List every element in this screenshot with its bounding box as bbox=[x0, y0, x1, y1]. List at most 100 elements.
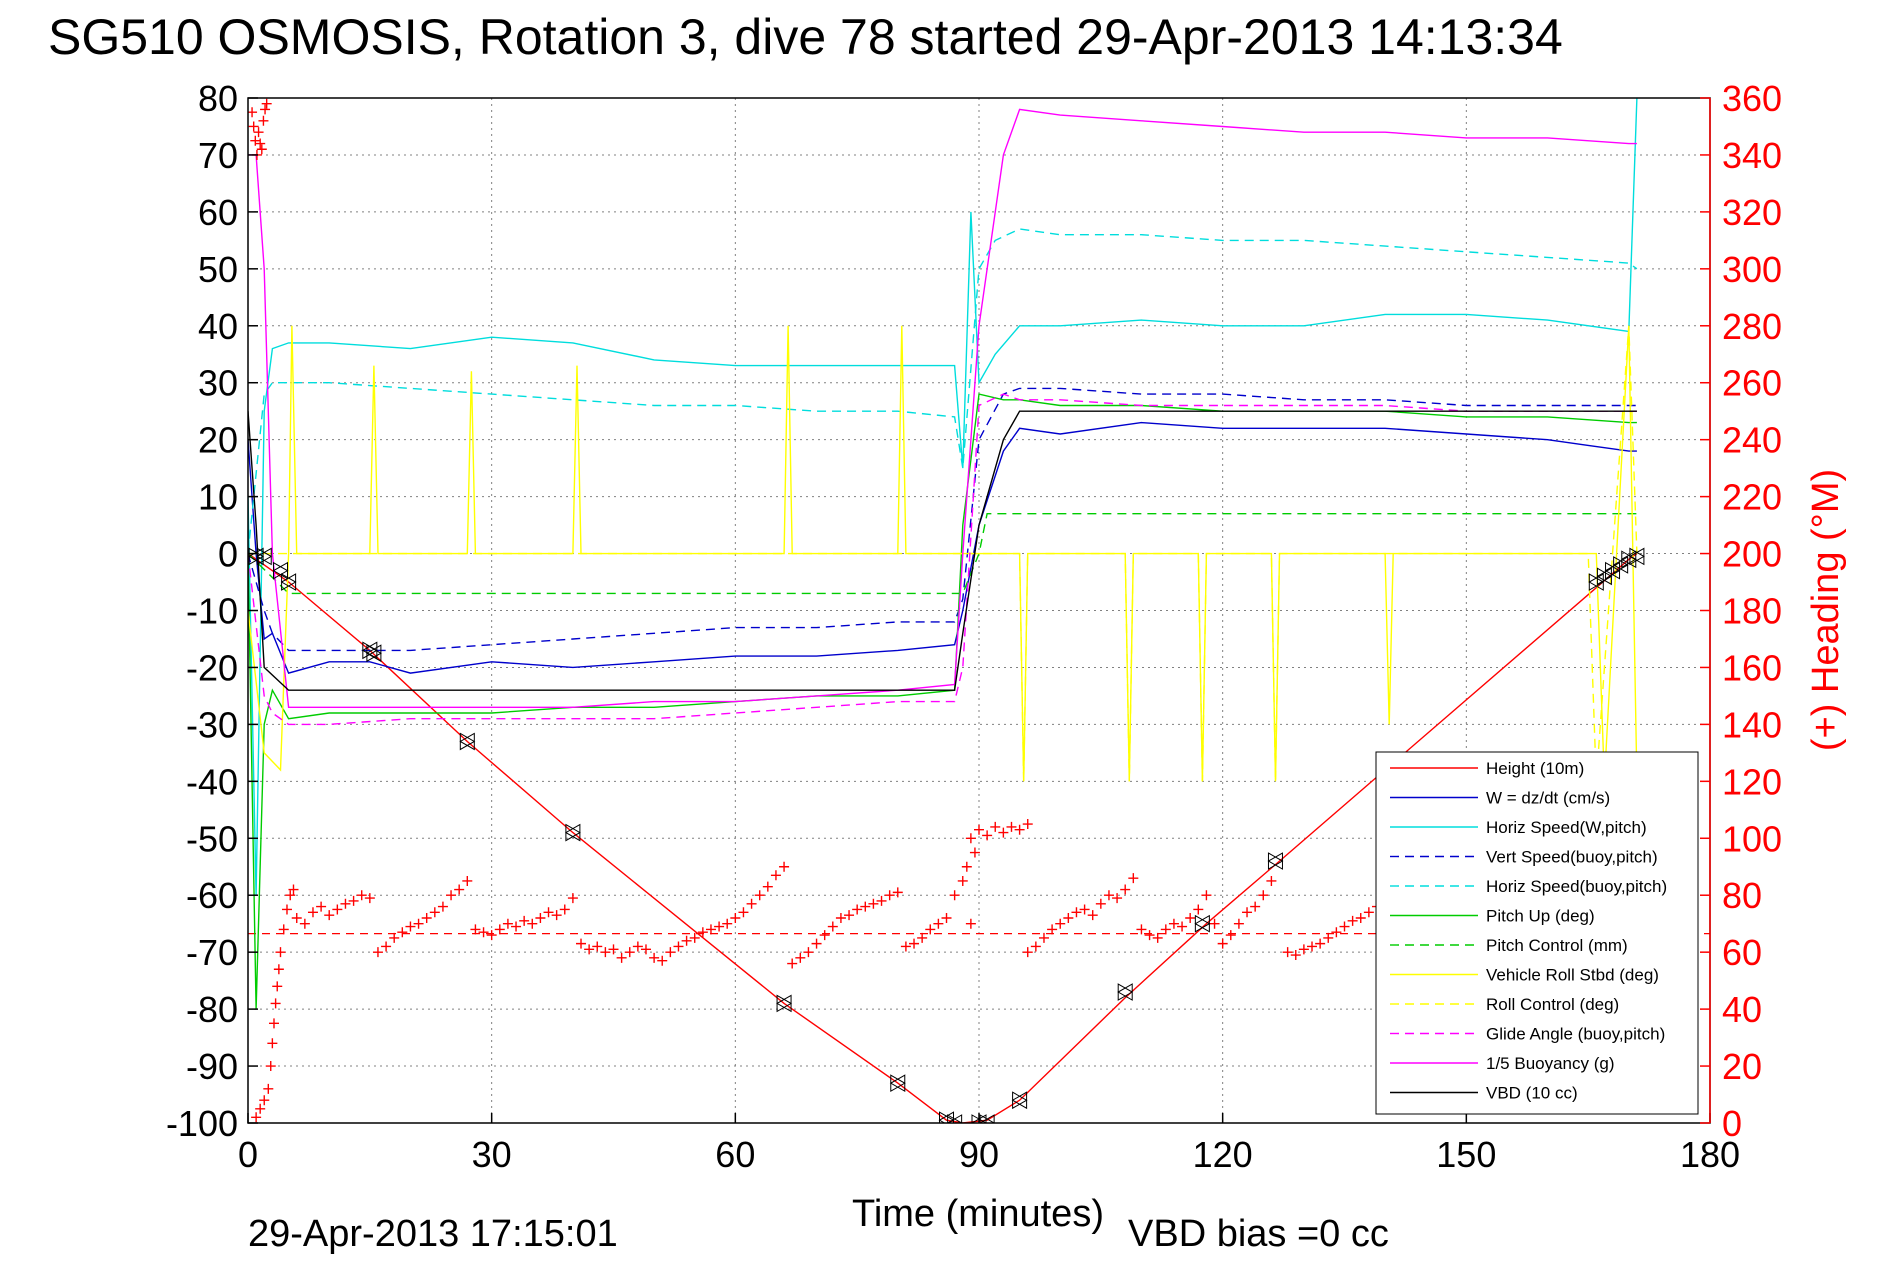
legend-label: Height (10m) bbox=[1486, 759, 1584, 778]
heading-point bbox=[258, 115, 269, 126]
heading-point bbox=[600, 947, 611, 958]
heading-point bbox=[462, 875, 473, 886]
legend-label: 1/5 Buoyancy (g) bbox=[1486, 1054, 1615, 1073]
heading-point bbox=[852, 904, 863, 915]
heading-point bbox=[990, 821, 1001, 832]
heading-point bbox=[1193, 904, 1204, 915]
heading-point bbox=[1363, 907, 1374, 918]
y2-tick-label: 100 bbox=[1722, 818, 1782, 859]
heading-point bbox=[273, 964, 284, 975]
y-tick-label: -40 bbox=[186, 761, 238, 802]
heading-point bbox=[291, 913, 302, 923]
heading-point bbox=[272, 981, 283, 992]
heading-point bbox=[260, 104, 271, 115]
y2-tick-label: 280 bbox=[1722, 306, 1782, 347]
gps-marker bbox=[1194, 914, 1211, 933]
x-tick-label: 0 bbox=[238, 1134, 258, 1175]
heading-point bbox=[1225, 930, 1236, 941]
heading-point bbox=[860, 901, 871, 912]
heading-point bbox=[1095, 898, 1106, 909]
y2-tick-label: 160 bbox=[1722, 647, 1782, 688]
x-axis-label: Time (minutes) bbox=[852, 1193, 1104, 1235]
heading-point bbox=[307, 907, 318, 918]
gps-marker bbox=[272, 561, 289, 580]
heading-point bbox=[519, 915, 530, 926]
heading-point bbox=[389, 932, 400, 943]
y2-tick-label: 360 bbox=[1722, 78, 1782, 119]
heading-point bbox=[1087, 910, 1098, 921]
heading-point bbox=[502, 918, 513, 929]
heading-point bbox=[1038, 932, 1049, 943]
heading-point bbox=[835, 913, 846, 923]
heading-point bbox=[673, 941, 684, 952]
gps-marker bbox=[1628, 547, 1645, 566]
heading-point bbox=[665, 947, 676, 958]
heading-point bbox=[251, 1112, 262, 1123]
heading-point bbox=[551, 910, 562, 921]
legend-label: Horiz Speed(buoy,pitch) bbox=[1486, 877, 1667, 896]
heading-point bbox=[754, 890, 765, 901]
heading-point bbox=[511, 921, 522, 932]
y2-tick-label: 40 bbox=[1722, 989, 1762, 1030]
y-tick-label: -70 bbox=[186, 932, 238, 973]
heading-point bbox=[1331, 927, 1342, 938]
heading-point bbox=[1160, 924, 1171, 935]
heading-point bbox=[689, 932, 700, 943]
heading-point bbox=[811, 938, 822, 949]
heading-point bbox=[714, 921, 725, 932]
heading-point bbox=[1258, 890, 1269, 901]
y-tick-label: -30 bbox=[186, 704, 238, 745]
heading-point bbox=[1242, 907, 1253, 918]
series-line-horiz-speed-buoy-pitch bbox=[248, 228, 1638, 554]
heading-point bbox=[1315, 938, 1326, 949]
heading-point bbox=[413, 918, 424, 929]
y2-tick-label: 140 bbox=[1722, 704, 1782, 745]
heading-point bbox=[892, 887, 903, 898]
y2-tick-label: 240 bbox=[1722, 420, 1782, 461]
heading-point bbox=[584, 944, 595, 955]
heading-point bbox=[364, 893, 375, 904]
y2-tick-label: 220 bbox=[1722, 477, 1782, 518]
y2-tick-label: 260 bbox=[1722, 363, 1782, 404]
y-tick-label: -50 bbox=[186, 818, 238, 859]
y-tick-label: 40 bbox=[198, 306, 238, 347]
heading-point bbox=[1290, 950, 1301, 961]
heading-point bbox=[1152, 932, 1163, 943]
series-line-roll-control-deg bbox=[248, 325, 1638, 782]
gps-marker bbox=[459, 732, 476, 751]
heading-point bbox=[256, 144, 267, 155]
heading-point bbox=[299, 918, 310, 929]
heading-point bbox=[559, 904, 570, 915]
y-tick-label: 30 bbox=[198, 363, 238, 404]
heading-point bbox=[949, 890, 960, 901]
gps-marker bbox=[1596, 567, 1613, 586]
heading-point bbox=[267, 1038, 278, 1049]
heading-point bbox=[494, 924, 505, 935]
legend-box bbox=[1375, 751, 1699, 1115]
y2-tick-label: 20 bbox=[1722, 1046, 1762, 1087]
x-axis-ticks: 0 30 60 90 120 150 180 bbox=[238, 1113, 1740, 1175]
heading-point bbox=[1006, 821, 1017, 832]
heading-point bbox=[1307, 941, 1318, 952]
series-line-horiz-speed-w-pitch bbox=[248, 98, 1638, 896]
legend-label: Pitch Control (mm) bbox=[1486, 936, 1628, 955]
heading-point bbox=[285, 890, 296, 901]
heading-point bbox=[925, 924, 936, 935]
y-tick-label: -10 bbox=[186, 591, 238, 632]
heading-point bbox=[253, 127, 264, 138]
legend-label: Glide Angle (buoy,pitch) bbox=[1486, 1025, 1665, 1044]
heading-point bbox=[900, 941, 911, 952]
legend-label: VBD (10 cc) bbox=[1486, 1084, 1578, 1103]
heading-point bbox=[437, 901, 448, 912]
y2-tick-label: 0 bbox=[1722, 1103, 1742, 1144]
y2-tick-label: 300 bbox=[1722, 249, 1782, 290]
heading-point bbox=[608, 944, 619, 955]
heading-point bbox=[640, 944, 651, 955]
heading-point bbox=[1103, 890, 1114, 901]
y-tick-label: 80 bbox=[198, 78, 238, 119]
heading-point bbox=[446, 890, 457, 901]
heading-point bbox=[372, 947, 383, 958]
heading-point bbox=[535, 913, 546, 923]
series-line-w-dz-dt-cm-s bbox=[248, 421, 1637, 674]
heading-point bbox=[1136, 924, 1147, 935]
